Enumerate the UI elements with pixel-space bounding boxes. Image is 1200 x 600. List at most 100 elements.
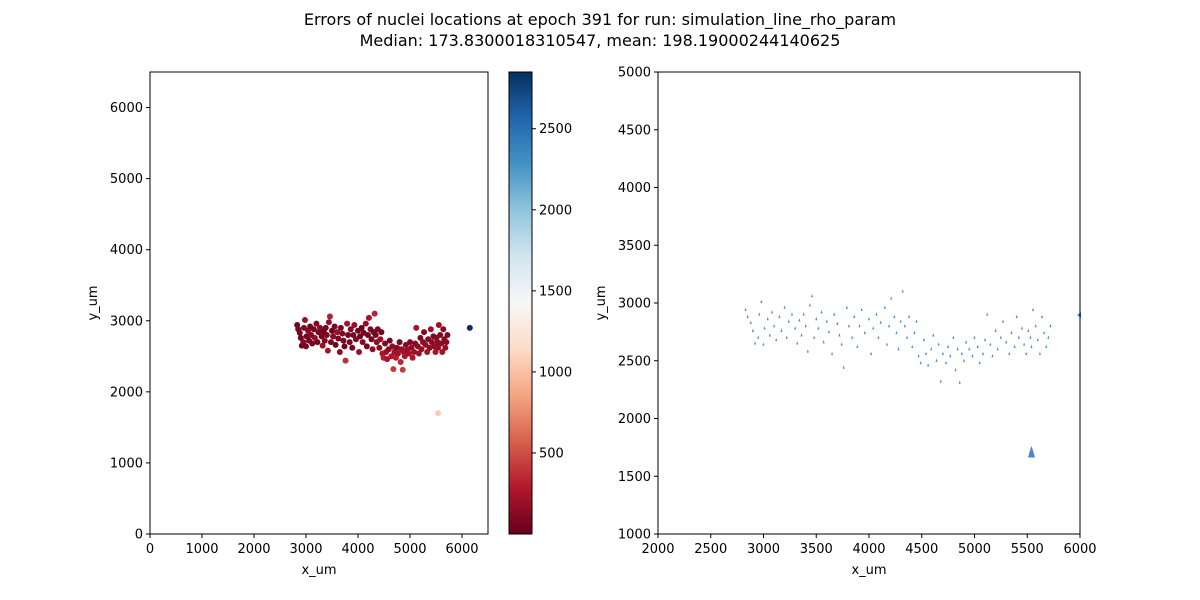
nucleus-point	[411, 349, 418, 356]
error-vector	[1041, 314, 1044, 318]
left-y-tick-label: 2000	[110, 385, 143, 400]
nucleus-point	[314, 339, 321, 346]
error-vector	[762, 342, 765, 346]
nucleus-point	[421, 329, 428, 336]
error-vector	[1001, 319, 1004, 323]
right-x-tick-label: 3000	[747, 542, 780, 557]
nucleus-point	[444, 331, 451, 338]
right-plot: 2000 2500 3000 3500 4000 4500 5000 5500 6000 100…	[594, 66, 1097, 579]
nucleus-point	[346, 339, 353, 346]
nucleus-point	[322, 324, 329, 331]
nucleus-point	[443, 339, 450, 346]
error-vector	[956, 346, 959, 351]
nucleus-point	[323, 331, 330, 338]
left-y-tick-label: 5000	[110, 172, 143, 187]
error-vector	[875, 312, 878, 316]
error-vector	[845, 305, 848, 309]
error-vector	[971, 353, 974, 358]
right-x-tick-label: 5500	[1011, 542, 1044, 557]
right-y-tick-label: 2500	[618, 354, 651, 369]
error-vector	[798, 318, 801, 322]
error-vector	[757, 335, 760, 339]
nucleus-point	[319, 342, 326, 349]
error-vector	[1049, 323, 1052, 328]
right-x-tick-label: 2000	[641, 542, 674, 557]
error-vector	[1047, 335, 1050, 339]
error-vector	[939, 379, 942, 383]
error-vector	[1025, 351, 1028, 355]
nucleus-point	[418, 346, 425, 353]
nucleus-point	[390, 366, 397, 373]
left-x-tick-label: 2000	[237, 542, 270, 557]
colorbar-tick-label: 1000	[539, 365, 572, 380]
error-vector	[945, 360, 948, 365]
left-x-axis-label: x_um	[301, 563, 336, 578]
nucleus-point	[341, 343, 348, 350]
nucleus-point	[331, 323, 338, 330]
error-vector	[796, 341, 799, 345]
nucleus-point	[409, 354, 416, 361]
nucleus-point	[394, 344, 400, 351]
error-vector	[958, 380, 961, 384]
colorbar: 500 1000 1500 2000 2500	[508, 71, 572, 535]
nucleus-point	[427, 326, 434, 333]
error-vector	[806, 349, 809, 353]
nucleus-point	[371, 310, 378, 317]
right-y-tick-label: 5000	[618, 66, 651, 81]
error-vector	[978, 360, 981, 365]
left-y-ticks: 0 1000 2000 3000 4000 5000 6000	[110, 101, 150, 543]
error-vector	[787, 319, 790, 323]
nucleus-point	[368, 336, 375, 343]
left-x-tick-label: 5000	[393, 542, 426, 557]
right-y-tick-label: 4000	[618, 181, 651, 196]
nucleus-point	[301, 317, 308, 324]
left-x-tick-label: 3000	[289, 542, 322, 557]
nucleus-point	[327, 339, 334, 346]
right-x-ticks: 2000 2500 3000 3500 4000 4500 5000 5500 6000	[641, 534, 1097, 557]
nucleus-point	[339, 330, 346, 337]
error-vector	[766, 316, 769, 321]
nucleus-point	[378, 329, 385, 336]
error-vector	[847, 323, 850, 328]
error-vector	[863, 330, 866, 335]
error-vector	[899, 319, 902, 323]
nucleus-point	[309, 340, 316, 347]
left-y-tick-label: 0	[135, 528, 143, 543]
error-vector	[890, 296, 893, 300]
error-vector	[813, 335, 816, 339]
right-x-tick-label: 4500	[905, 542, 938, 557]
nucleus-point	[321, 337, 328, 344]
error-vector	[930, 346, 933, 351]
nucleus-point	[365, 314, 372, 321]
error-vector	[778, 314, 781, 318]
error-vector	[905, 335, 908, 339]
right-x-tick-label: 4000	[852, 542, 885, 557]
nucleus-point	[325, 319, 332, 326]
nucleus-point	[324, 347, 331, 354]
nucleus-point	[395, 350, 402, 357]
nucleus-point	[372, 331, 379, 338]
error-vector	[840, 342, 843, 346]
nucleus-point	[303, 343, 309, 350]
nucleus-point	[377, 336, 384, 343]
right-x-tick-label: 5000	[958, 542, 991, 557]
nucleus-point	[397, 358, 404, 365]
error-vector	[947, 344, 950, 348]
error-vector	[790, 312, 793, 316]
error-vector	[1032, 307, 1035, 312]
right-scatter-points	[744, 289, 1081, 458]
error-vector	[895, 330, 898, 335]
error-vector	[901, 289, 904, 293]
right-y-tick-label: 1000	[618, 528, 651, 543]
error-vector	[883, 305, 886, 309]
nucleus-point	[359, 339, 366, 346]
error-vector	[1043, 330, 1046, 335]
error-vector	[877, 335, 880, 339]
nucleus-point	[407, 339, 413, 346]
error-vector	[773, 323, 776, 328]
error-vector	[831, 351, 834, 355]
right-y-tick-label: 4500	[618, 123, 651, 138]
nucleus-point	[405, 350, 412, 357]
error-vector	[994, 328, 997, 332]
error-vector	[917, 353, 920, 358]
